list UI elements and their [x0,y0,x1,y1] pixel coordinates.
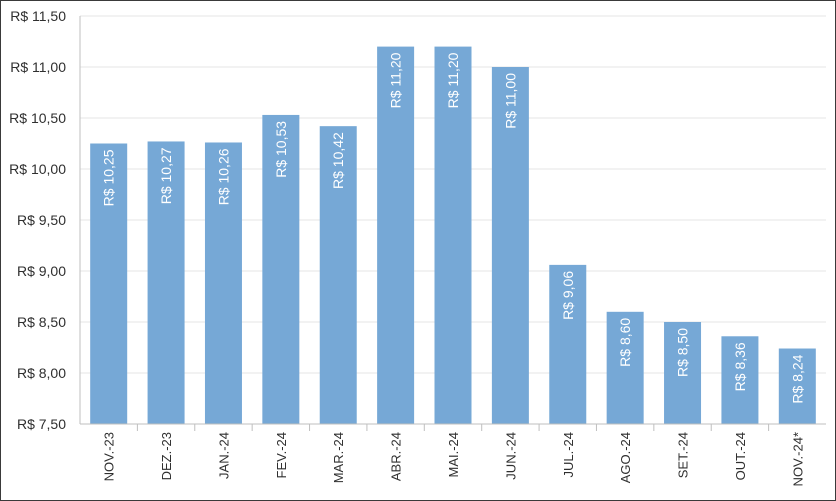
x-tick-label: JUN.-24 [503,432,518,480]
y-tick-label: R$ 10,00 [9,161,66,177]
data-label: R$ 8,24 [789,354,805,403]
bar [434,46,472,424]
x-tick-label: NOV.-24* [790,432,805,486]
y-tick-label: R$ 9,50 [17,212,66,228]
y-tick-label: R$ 11,00 [10,59,66,75]
x-tick-label: JUL.-24 [561,432,576,478]
y-tick-label: R$ 9,00 [17,263,66,279]
x-tick-label: NOV.-23 [102,432,117,481]
data-label: R$ 10,26 [215,148,231,205]
bar [377,46,415,424]
x-tick-label: FEV.-24 [274,432,289,479]
x-axis-ticks: NOV.-23 DEZ.-23 JAN.-24 FEV.-24 MAR.-24 ABR.-… [102,424,805,486]
bar [491,67,529,424]
bar [664,322,702,424]
x-tick-label: JAN.-24 [216,432,231,479]
x-tick-label: ABR.-24 [389,432,404,481]
bar [721,336,759,424]
bar [549,264,587,424]
y-tick-label: R$ 7,50 [17,416,66,432]
bar [606,311,644,424]
bar [90,143,128,424]
x-tick-label: AGO.-24 [618,432,633,483]
data-label: R$ 10,53 [273,121,289,178]
bar [319,126,357,424]
data-label: R$ 9,06 [560,271,576,320]
bar [262,114,300,424]
data-label: R$ 11,20 [388,52,404,108]
x-tick-label: MAI.-24 [446,432,461,478]
bar [778,348,816,424]
data-label: R$ 10,42 [330,132,346,189]
x-tick-label: OUT.-24 [733,432,748,480]
data-labels: R$ 10,25 R$ 10,27 R$ 10,26 R$ 10,53 R$ 10,42… [101,52,806,403]
x-tick-label: DEZ.-23 [159,432,174,480]
y-tick-label: R$ 10,50 [9,110,66,126]
x-tick-label: MAR.-24 [331,432,346,483]
data-label: R$ 11,20 [445,52,461,108]
y-tick-label: R$ 11,50 [10,8,66,24]
data-label: R$ 11,00 [502,73,518,129]
data-label: R$ 8,50 [675,328,691,377]
y-tick-label: R$ 8,50 [17,314,66,330]
data-label: R$ 8,36 [732,342,748,391]
bar [204,142,242,425]
y-axis-ticks: R$ 7,50 R$ 8,00 R$ 8,50 R$ 9,00 R$ 9,50 R$ 10… [9,8,66,432]
data-label: R$ 8,60 [617,318,633,367]
data-label: R$ 10,27 [158,147,174,204]
bars [90,46,816,425]
bar [147,141,185,424]
x-tick-label: SET.-24 [676,432,691,478]
y-tick-label: R$ 8,00 [17,365,66,381]
data-label: R$ 10,25 [101,149,117,206]
